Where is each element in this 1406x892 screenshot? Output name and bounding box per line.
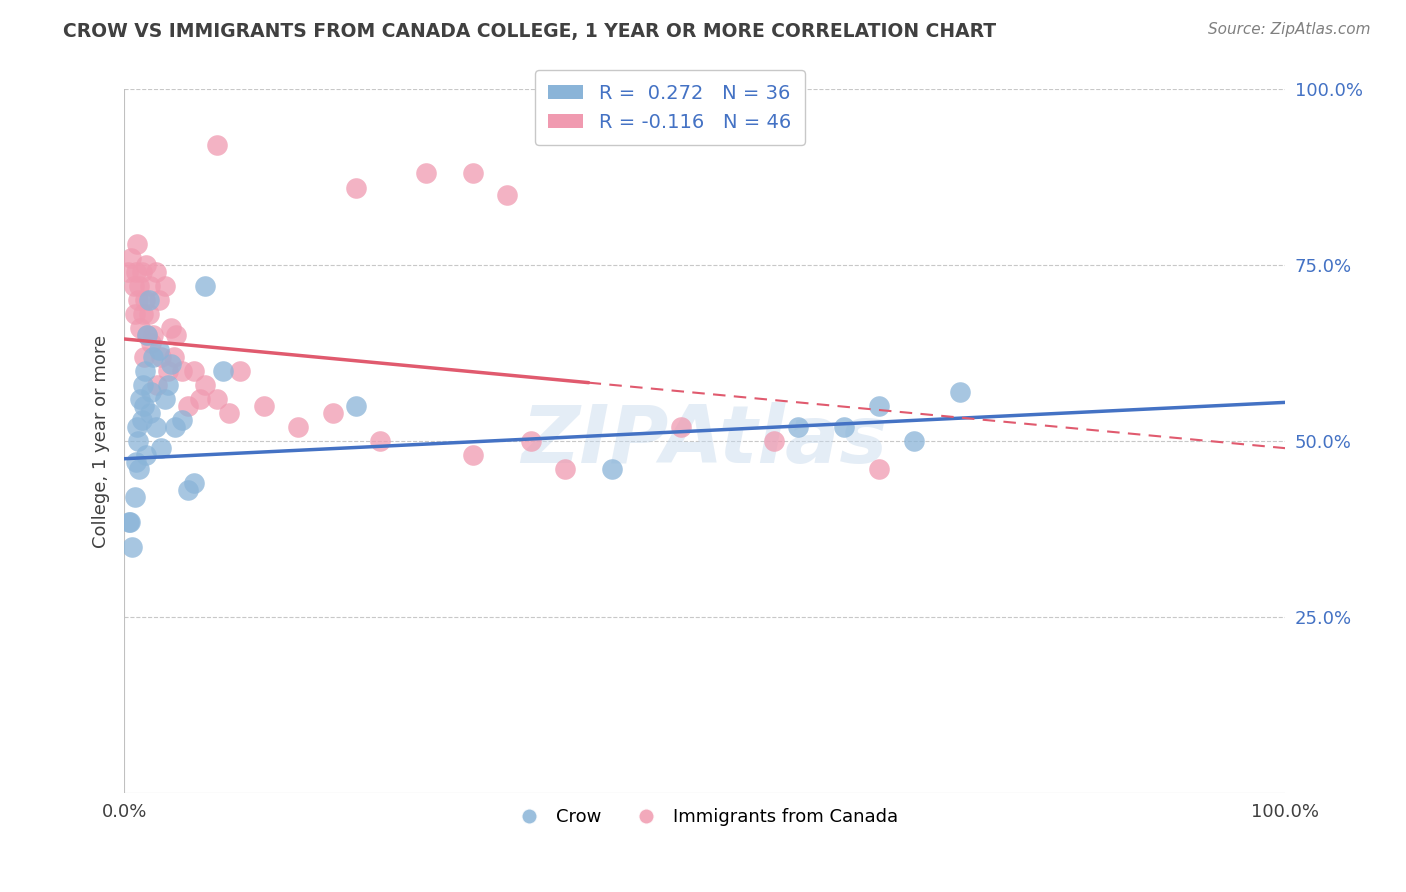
Point — [138, 307, 160, 321]
Point — [129, 321, 152, 335]
Point — [159, 321, 181, 335]
Point — [344, 180, 367, 194]
Point — [118, 515, 141, 529]
Point — [125, 455, 148, 469]
Point — [134, 293, 156, 308]
Point — [145, 420, 167, 434]
Point — [194, 377, 217, 392]
Point — [150, 441, 173, 455]
Point — [157, 364, 180, 378]
Point — [212, 364, 235, 378]
Text: CROW VS IMMIGRANTS FROM CANADA COLLEGE, 1 YEAR OR MORE CORRELATION CHART: CROW VS IMMIGRANTS FROM CANADA COLLEGE, … — [63, 22, 997, 41]
Point — [205, 138, 228, 153]
Point — [177, 399, 200, 413]
Point — [868, 399, 890, 413]
Point — [600, 462, 623, 476]
Point — [145, 265, 167, 279]
Point — [153, 392, 176, 406]
Point — [124, 491, 146, 505]
Point — [127, 293, 149, 308]
Point — [125, 265, 148, 279]
Point — [132, 377, 155, 392]
Point — [166, 328, 188, 343]
Point — [139, 384, 162, 399]
Point — [132, 307, 155, 321]
Point — [122, 279, 145, 293]
Point — [142, 350, 165, 364]
Point — [135, 258, 157, 272]
Point — [554, 462, 576, 476]
Point — [136, 328, 159, 343]
Point — [172, 364, 194, 378]
Point — [322, 406, 344, 420]
Point — [368, 434, 391, 449]
Point — [763, 434, 786, 449]
Point — [125, 420, 148, 434]
Point — [461, 166, 484, 180]
Point — [138, 293, 160, 308]
Point — [139, 406, 162, 420]
Point — [163, 350, 186, 364]
Point — [157, 377, 180, 392]
Point — [148, 343, 170, 357]
Point — [129, 392, 152, 406]
Point — [496, 187, 519, 202]
Point — [205, 392, 228, 406]
Point — [120, 251, 142, 265]
Point — [139, 279, 162, 293]
Point — [183, 476, 205, 491]
Point — [177, 483, 200, 498]
Point — [188, 392, 211, 406]
Point — [134, 364, 156, 378]
Point — [671, 420, 693, 434]
Point — [172, 413, 194, 427]
Point — [124, 307, 146, 321]
Legend: Crow, Immigrants from Canada: Crow, Immigrants from Canada — [503, 801, 905, 834]
Point — [153, 279, 176, 293]
Point — [165, 420, 187, 434]
Text: Source: ZipAtlas.com: Source: ZipAtlas.com — [1208, 22, 1371, 37]
Point — [148, 293, 170, 308]
Point — [118, 515, 141, 529]
Point — [117, 265, 139, 279]
Point — [139, 335, 162, 350]
Point — [287, 420, 309, 434]
Point — [142, 328, 165, 343]
Point — [519, 434, 541, 449]
Point — [344, 399, 367, 413]
Point — [832, 420, 855, 434]
Point — [218, 406, 240, 420]
Point — [136, 328, 159, 343]
Point — [786, 420, 808, 434]
Point — [131, 413, 153, 427]
Point — [128, 279, 150, 293]
Point — [132, 399, 155, 413]
Point — [903, 434, 925, 449]
Point — [415, 166, 437, 180]
Point — [150, 350, 173, 364]
Point — [949, 384, 972, 399]
Point — [868, 462, 890, 476]
Text: ZIPAtlas: ZIPAtlas — [522, 402, 887, 480]
Point — [135, 448, 157, 462]
Point — [194, 279, 217, 293]
Point — [131, 265, 153, 279]
Y-axis label: College, 1 year or more: College, 1 year or more — [93, 334, 110, 548]
Point — [461, 448, 484, 462]
Point — [145, 377, 167, 392]
Point — [127, 434, 149, 449]
Point — [252, 399, 274, 413]
Point — [132, 350, 155, 364]
Point — [183, 364, 205, 378]
Point — [121, 540, 143, 554]
Point — [229, 364, 252, 378]
Point — [125, 236, 148, 251]
Point — [159, 357, 181, 371]
Point — [128, 462, 150, 476]
